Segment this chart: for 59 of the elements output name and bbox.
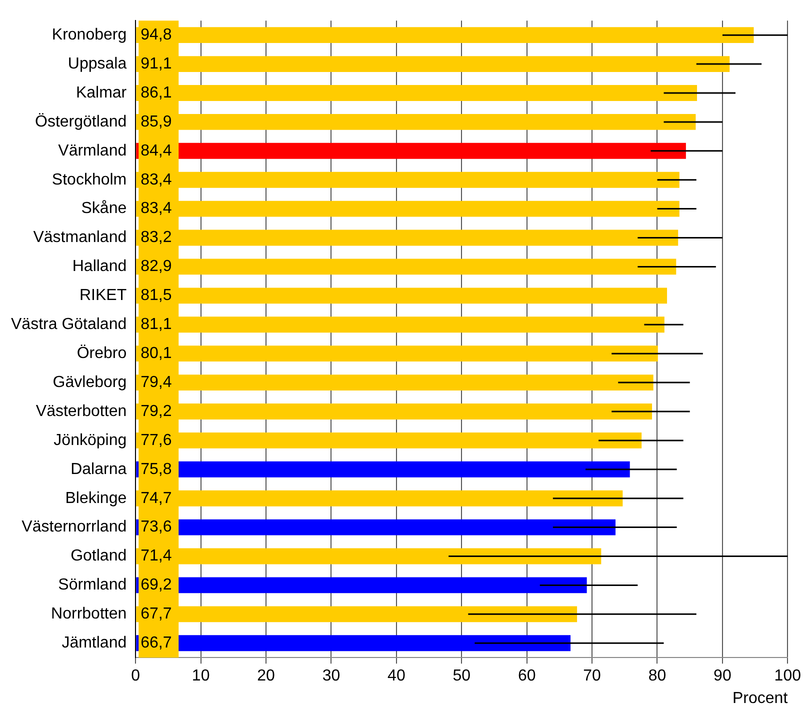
data-label: 80,1 [140,344,172,362]
x-tick-label: 0 [131,668,140,685]
y-tick-label: Västernorrland [22,518,127,536]
y-tick-label: Västmanland [33,229,127,246]
data-label: 83,4 [140,171,172,188]
y-tick-label: Jämtland [62,634,127,652]
y-tick-label: Dalarna [70,460,127,478]
data-label: 71,4 [140,548,172,565]
data-label: 79,4 [140,374,172,391]
y-tick-label: Västra Götaland [11,316,127,334]
x-tick-label: 50 [452,668,471,685]
y-tick-label: Uppsala [68,55,127,72]
data-label: 85,9 [140,113,172,130]
y-tick-label: Gotland [70,548,127,565]
data-label: 66,7 [140,634,172,652]
data-label: 91,1 [140,55,172,72]
y-tick-label: Kalmar [76,84,128,102]
y-tick-label: Östergötland [35,112,127,130]
data-label: 74,7 [140,490,172,507]
data-label: 81,5 [140,287,172,304]
y-tick-label: Skåne [81,200,127,218]
y-tick-label: Örebro [76,344,127,362]
data-label: 67,7 [140,606,172,623]
x-tick-label: 70 [583,668,602,685]
x-tick-label: 10 [192,668,210,685]
bar [136,519,616,536]
data-label: 84,4 [140,142,172,160]
bar [136,461,630,478]
x-tick-label: 60 [518,668,536,685]
data-label: 79,2 [140,402,172,420]
y-tick-label: Kronoberg [52,26,127,44]
data-label: 82,9 [140,258,172,276]
bar [136,142,686,159]
y-tick-label: Stockholm [52,171,127,188]
data-label: 77,6 [140,432,172,449]
y-tick-label: Blekinge [65,490,127,507]
y-tick-label: Halland [72,258,127,276]
data-label: 83,4 [140,200,172,218]
data-label: 73,6 [140,518,172,536]
y-tick-label: Jönköping [54,432,127,449]
y-tick-label: Gävleborg [52,374,127,391]
y-tick-label: Norrbotten [51,606,127,623]
data-label: 69,2 [140,576,172,594]
x-tick-label: 100 [774,668,802,685]
x-tick-label: 20 [257,668,276,685]
x-tick-label: 80 [648,668,666,685]
x-tick-label: 30 [322,668,340,685]
y-tick-label: Värmland [58,142,127,160]
data-label: 83,2 [140,229,172,246]
y-tick-label: Västerbotten [36,402,127,420]
y-tick-label: Sörmland [58,576,127,594]
data-label: 81,1 [140,316,172,334]
y-tick-label: RIKET [80,287,127,304]
data-label: 75,8 [140,460,172,478]
x-axis-title: Procent [732,690,788,707]
x-tick-label: 90 [714,668,732,685]
data-label: 94,8 [140,26,172,44]
data-label: 86,1 [140,84,172,102]
x-tick-label: 40 [388,668,406,685]
